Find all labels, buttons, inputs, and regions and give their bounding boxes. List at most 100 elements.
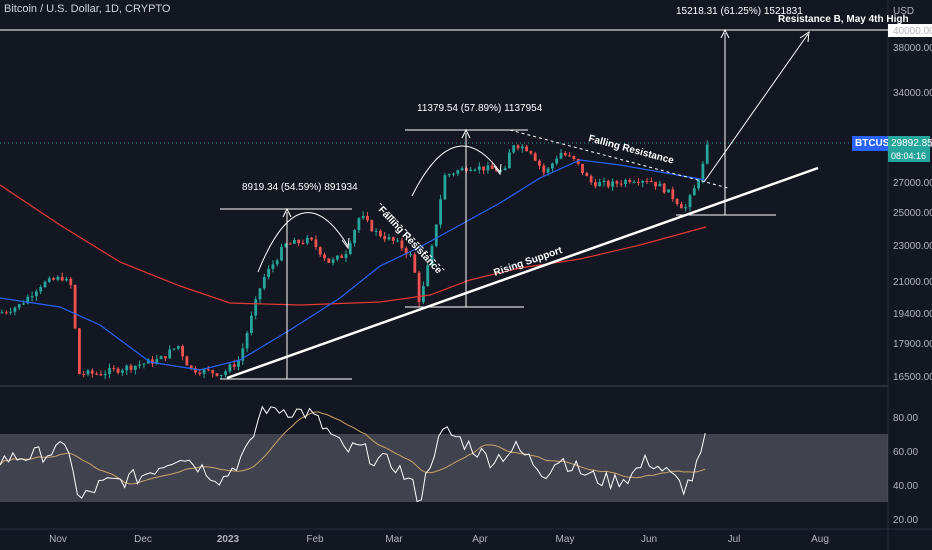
candle-body — [529, 151, 533, 154]
candle-body — [619, 183, 623, 185]
measure-1-label: 8919.34 (54.59%) 891934 — [242, 182, 358, 193]
curve-arrow-1 — [257, 212, 349, 273]
candle-body — [90, 370, 94, 374]
resistance-b-label: Resistance B, May 4th High — [778, 14, 909, 25]
candle-body — [460, 168, 464, 171]
candle-body — [73, 285, 77, 329]
measure-2-arrowhead — [461, 128, 471, 139]
candle-body — [39, 287, 43, 292]
time-label: Jul — [728, 534, 741, 545]
candle-body — [305, 237, 309, 244]
chart-title: Bitcoin / U.S. Dollar, 1D, CRYPTO — [4, 3, 171, 15]
candle-body — [69, 278, 73, 286]
candle-body — [232, 364, 236, 367]
candle-body — [409, 254, 412, 256]
candle-body — [563, 152, 567, 156]
rsi-ma-line — [0, 411, 706, 485]
candle-body — [551, 163, 554, 169]
candle-body — [194, 368, 197, 373]
rsi-axis[interactable]: 80.00 60.00 40.00 20.00 — [893, 413, 918, 526]
price-tick-label: 19400.00 — [893, 309, 932, 320]
time-label: Nov — [49, 534, 67, 545]
candle-body — [456, 170, 460, 174]
falling-resistance-2-line[interactable] — [509, 129, 729, 189]
candle-body — [254, 299, 258, 316]
candle-body — [121, 370, 124, 373]
candle-body — [125, 365, 129, 371]
rsi-tick-label: 20.00 — [893, 515, 918, 526]
candle-body — [211, 370, 215, 374]
candle-body — [391, 237, 395, 241]
candle-body — [615, 181, 619, 184]
candle-body — [224, 371, 227, 375]
candle-body — [503, 168, 507, 171]
candle-body — [241, 348, 245, 361]
price-tick-label: 17900.00 — [893, 339, 932, 350]
candle-body — [0, 312, 4, 314]
candle-body — [275, 260, 279, 265]
projection-arrow — [703, 33, 809, 183]
price-axis[interactable]: 40000.0038000.0034000.0030000.0027000.00… — [893, 26, 932, 383]
candle-body — [323, 254, 326, 259]
candle-body — [301, 243, 305, 245]
candle-body — [632, 182, 636, 184]
candle-body — [9, 311, 12, 313]
candle-body — [331, 259, 335, 263]
candle-body — [581, 163, 584, 174]
candle-body — [520, 146, 524, 149]
candle-body — [228, 364, 232, 372]
rsi-pane[interactable] — [0, 386, 888, 529]
candle-body — [628, 179, 632, 183]
candle-body — [280, 246, 283, 261]
falling-resistance-1-line[interactable] — [379, 202, 447, 273]
time-axis[interactable]: Nov Dec 2023 Feb Mar Apr May Jun Jul Aug — [49, 534, 829, 545]
candle-body — [559, 152, 563, 159]
candle-body — [237, 360, 240, 367]
candle-body — [65, 278, 68, 281]
candle-body — [430, 245, 434, 266]
current-price-tag: 29892.85 — [888, 136, 932, 151]
candle-body — [138, 364, 141, 366]
candle-body — [43, 281, 47, 288]
candle-body — [452, 173, 455, 175]
candle-body — [555, 158, 559, 164]
candle-body — [133, 365, 137, 370]
candle-body — [688, 195, 692, 208]
candle-body — [692, 188, 696, 196]
candle-body — [400, 240, 404, 249]
candle-body — [667, 189, 670, 193]
candle-body — [155, 359, 159, 364]
rsi-line — [0, 405, 706, 503]
candle-body — [611, 181, 614, 187]
candle-body — [654, 181, 657, 187]
candle-body — [353, 230, 356, 244]
price-tick-label: 27000.00 — [893, 178, 932, 189]
candle-body — [258, 288, 262, 300]
price-40000-tag — [888, 24, 932, 37]
candle-body — [568, 155, 571, 157]
candle-body — [512, 145, 516, 153]
candle-body — [176, 346, 180, 349]
candle-body — [589, 176, 593, 183]
candle-body — [546, 168, 550, 173]
rsi-tick-label: 80.00 — [893, 413, 918, 424]
candle-body — [82, 373, 86, 375]
candle-body — [645, 181, 649, 183]
time-label: May — [556, 534, 575, 545]
candle-body — [129, 365, 133, 370]
rising-support-line[interactable] — [226, 166, 819, 380]
candle-body — [318, 247, 322, 255]
time-label: Aug — [811, 534, 829, 545]
candle-body — [443, 175, 447, 200]
candle-body — [116, 368, 120, 373]
candle-body — [482, 166, 485, 171]
candle-body — [215, 373, 219, 376]
candle-body — [538, 160, 541, 166]
candle-body — [168, 349, 172, 359]
rsi-tick-label: 60.00 — [893, 447, 918, 458]
measure-1-arrowhead — [282, 207, 292, 218]
candle-body — [288, 243, 292, 245]
candle-body — [112, 368, 116, 370]
time-label: Jun — [641, 534, 657, 545]
